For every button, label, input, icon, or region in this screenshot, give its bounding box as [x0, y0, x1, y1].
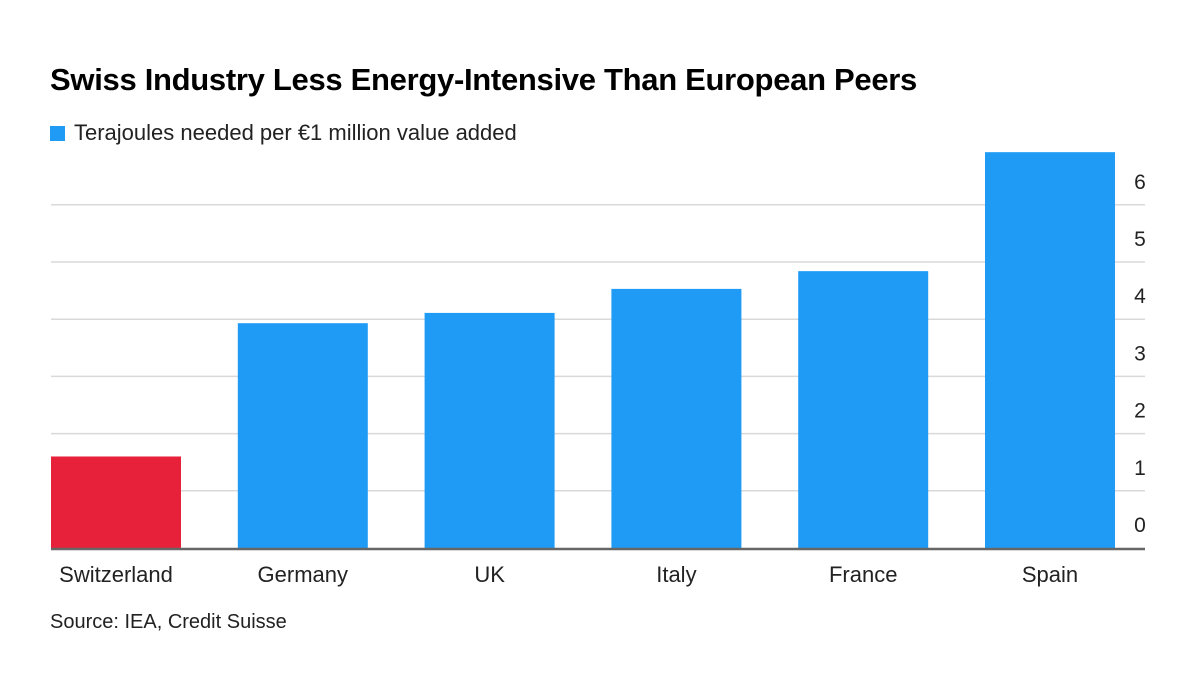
- y-tick-label: 3: [1134, 342, 1146, 365]
- legend-swatch: [50, 125, 65, 141]
- bar-italy: [611, 288, 742, 548]
- y-tick-label: 1: [1134, 457, 1146, 480]
- x-tick-label: Spain: [1022, 562, 1078, 587]
- chart-title: Swiss Industry Less Energy-Intensive Tha…: [50, 62, 917, 97]
- bar-spain: [985, 152, 1115, 548]
- y-tick-label: 4: [1134, 285, 1146, 308]
- y-tick-label: 0: [1134, 514, 1146, 537]
- source-note: Source: IEA, Credit Suisse: [50, 611, 287, 633]
- bar-germany: [237, 323, 368, 548]
- bar-uk: [424, 312, 555, 548]
- y-tick-label: 2: [1134, 400, 1146, 423]
- x-tick-label: Germany: [258, 562, 348, 587]
- bar-france: [798, 271, 929, 548]
- x-tick-label: Switzerland: [59, 562, 173, 587]
- legend-label: Terajoules needed per €1 million value a…: [74, 120, 517, 145]
- x-tick-label: UK: [474, 562, 505, 587]
- y-tick-label: 5: [1134, 228, 1146, 251]
- y-tick-label: 6: [1134, 171, 1146, 194]
- legend: Terajoules needed per €1 million value a…: [50, 120, 517, 146]
- bar-switzerland: [51, 456, 181, 548]
- x-tick-label: France: [829, 562, 897, 587]
- x-tick-label: Italy: [656, 562, 696, 587]
